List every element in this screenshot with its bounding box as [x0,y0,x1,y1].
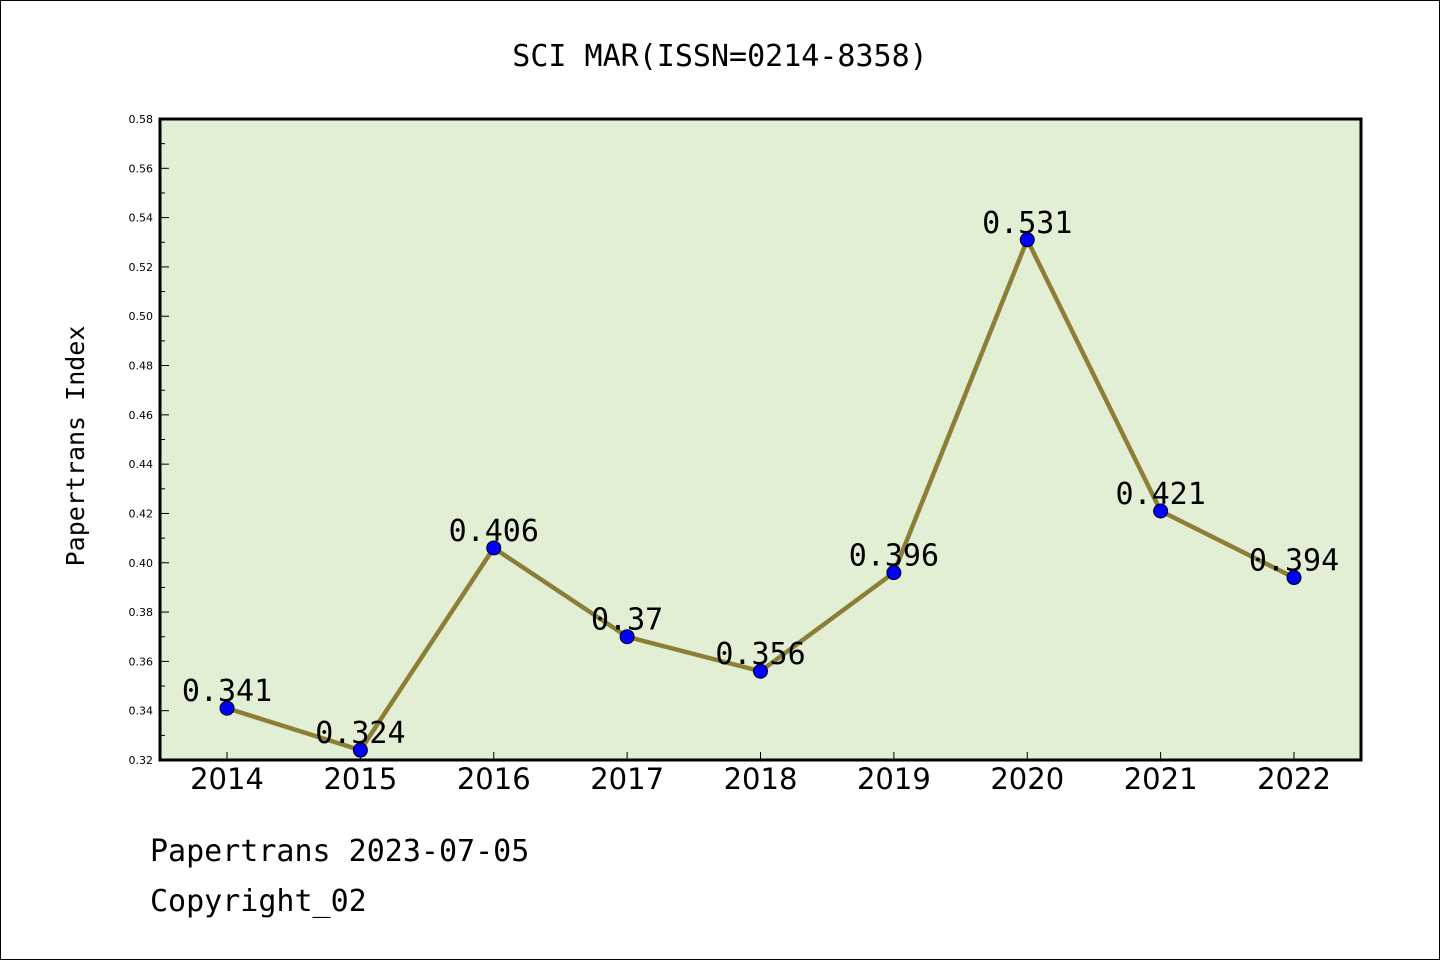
data-label: 0.421 [1115,477,1205,512]
data-label: 0.396 [849,539,939,574]
y-tick-label: 0.50 [129,310,154,323]
data-point [753,663,768,679]
data-points [219,232,1302,758]
y-tick-label: 0.46 [129,409,154,422]
x-tick-label: 2017 [590,762,664,796]
x-tick-label: 2015 [323,762,397,796]
y-tick-label: 0.56 [129,162,154,175]
data-label: 0.394 [1249,544,1339,579]
x-tick-label: 2021 [1124,762,1198,796]
data-point [486,540,502,556]
y-tick-label: 0.34 [129,705,154,718]
plot-border [158,117,1363,762]
data-label: 0.356 [715,637,805,672]
data-point [352,742,368,758]
y-tick-label: 0.44 [129,458,154,471]
x-tick-label: 2018 [724,762,798,796]
y-tick-label: 0.40 [129,557,154,570]
x-axis-ticks: 2014 2015 2016 2017 2018 2019 2020 2021 2022 [190,752,1331,796]
data-label: 0.531 [982,206,1072,241]
data-point [1019,232,1035,248]
data-label: 0.406 [449,514,539,549]
data-label: 0.341 [182,674,272,709]
footer-date: Papertrans 2023-07-05 [150,834,530,869]
data-point [1153,503,1169,519]
y-tick-label: 0.58 [129,113,154,126]
chart-title: SCI MAR(ISSN=0214-8358) [512,39,927,74]
y-tick-label: 0.48 [129,360,154,373]
y-tick-label: 0.36 [129,655,154,668]
y-tick-label: 0.52 [129,261,154,274]
data-labels: 0.341 0.324 0.406 0.37 0.356 0.396 0.531 0.421 0… [182,206,1339,751]
x-tick-label: 2019 [857,762,931,796]
y-tick-label: 0.32 [129,754,154,767]
footer-copyright: Copyright_02 [150,884,367,919]
data-point [619,629,635,645]
x-tick-label: 2022 [1257,762,1331,796]
data-point [1286,570,1302,586]
plot-area [160,119,1361,760]
x-tick-label: 2020 [990,762,1064,796]
x-tick-label: 2016 [457,762,531,796]
x-tick-label: 2014 [190,762,264,796]
y-tick-label: 0.54 [129,212,154,225]
y-tick-label: 0.38 [129,606,154,619]
data-label: 0.37 [591,603,663,638]
data-point [219,700,235,716]
y-tick-label: 0.42 [129,507,154,520]
data-point [886,565,902,581]
data-label: 0.324 [315,716,405,751]
y-axis-label: Papertrans Index [61,326,90,567]
